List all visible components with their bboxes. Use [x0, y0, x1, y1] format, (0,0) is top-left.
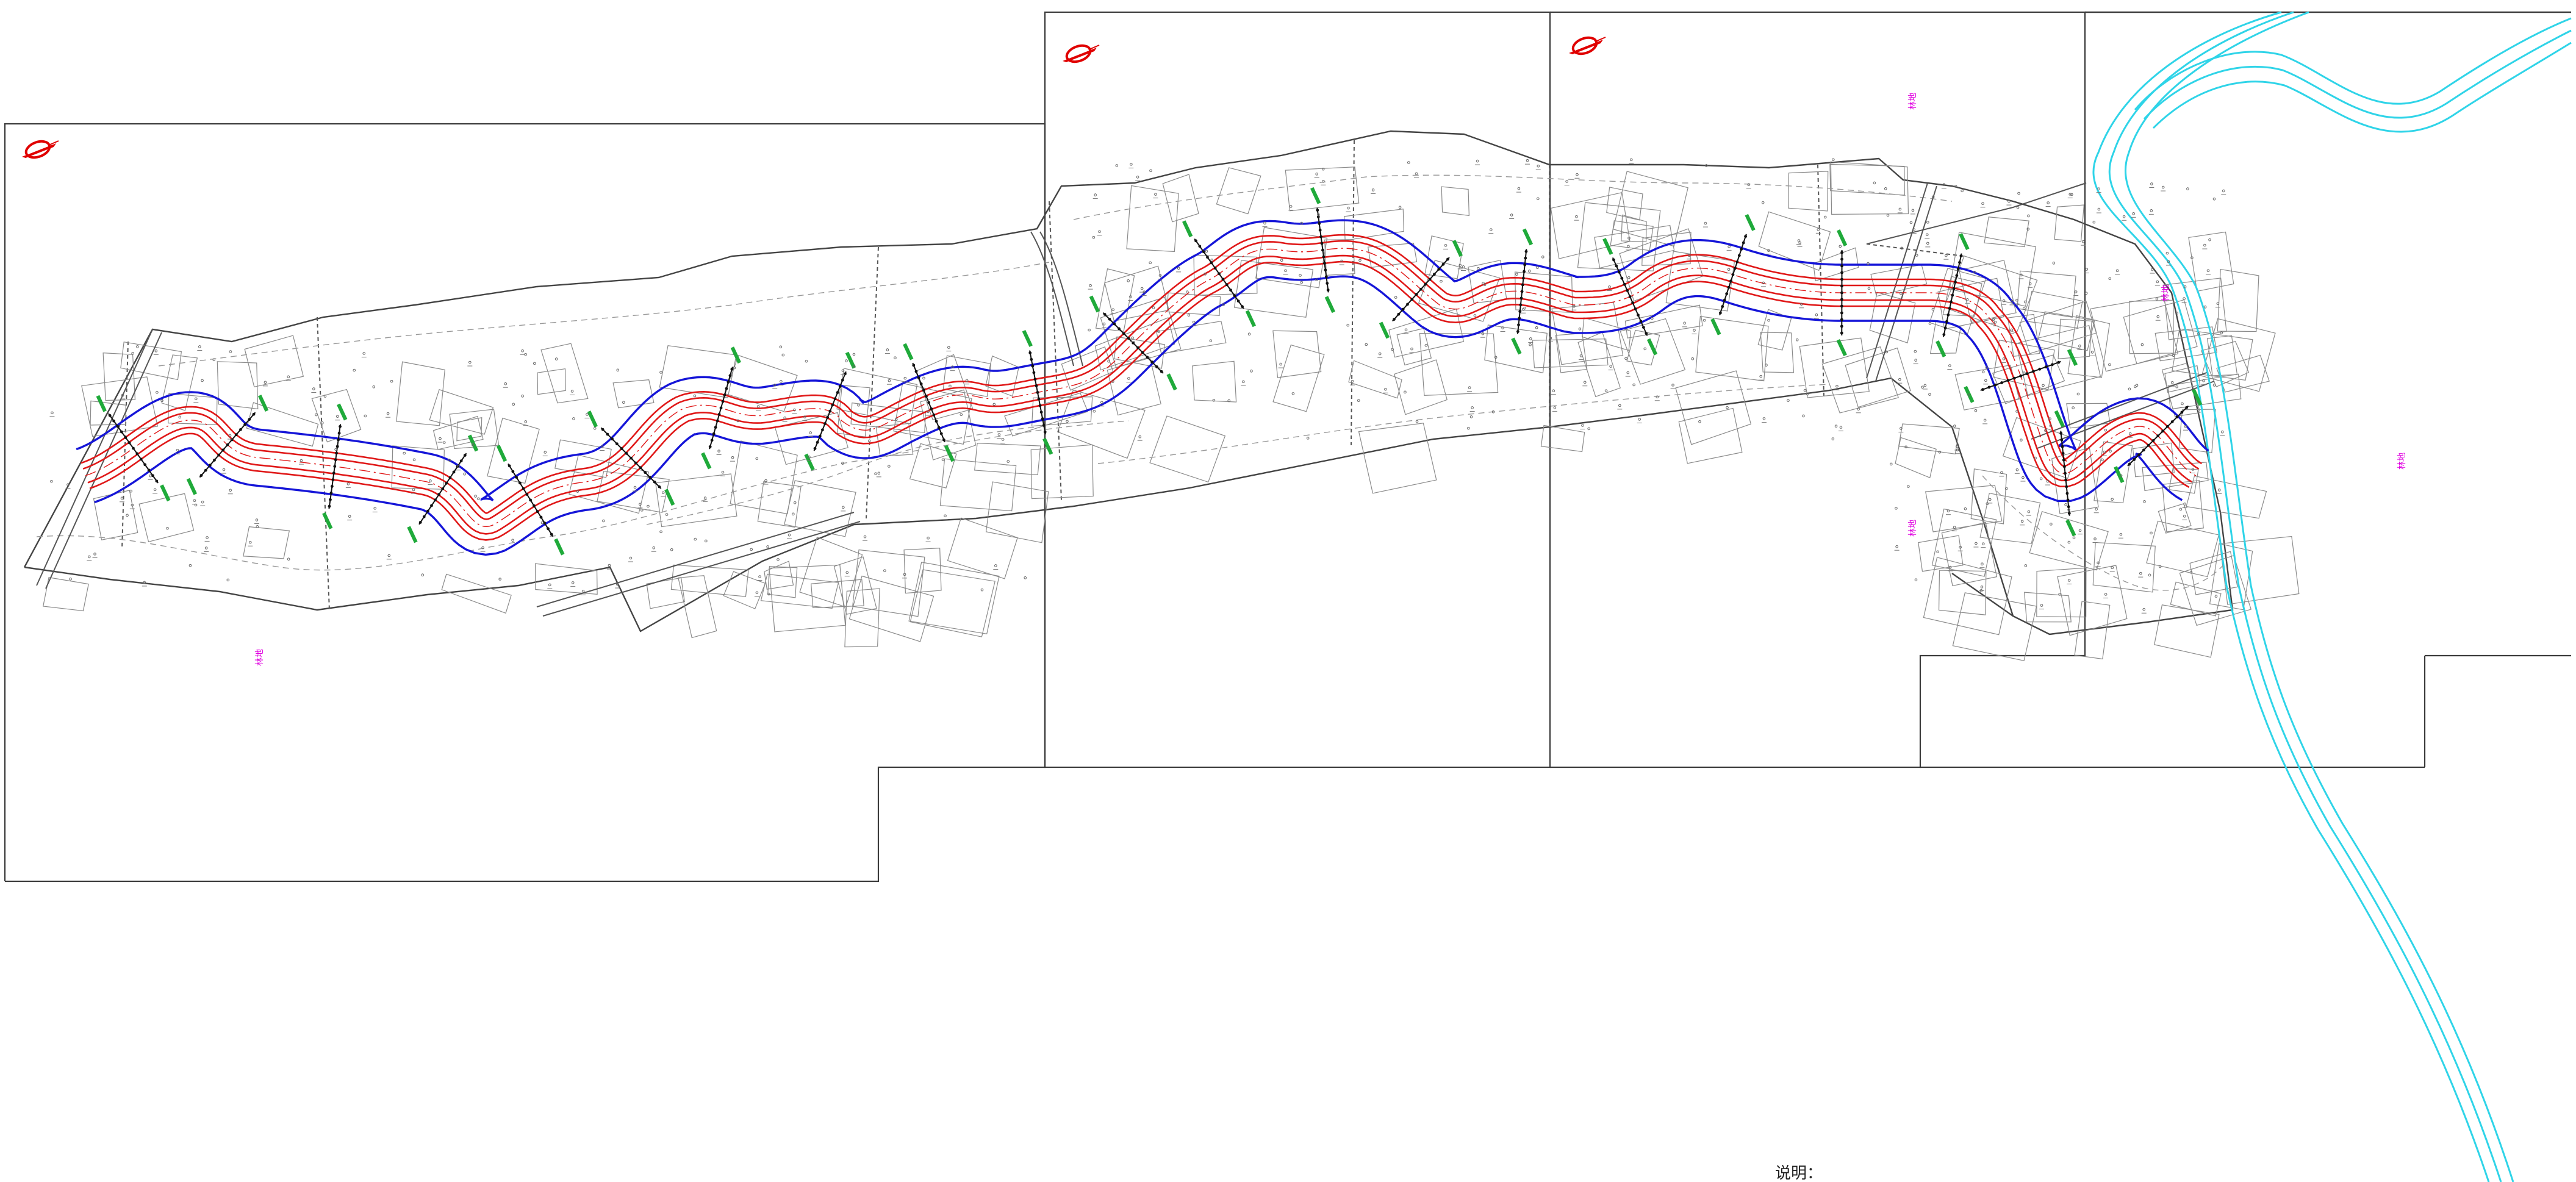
- sheet-frame-1: [4, 123, 1046, 883]
- zone-label-3: 林地: [1908, 93, 1918, 110]
- cross-section-marker: [2114, 389, 2203, 483]
- left-inner-line: [82, 240, 2200, 520]
- left-bank-line: [76, 219, 2209, 501]
- cross-section-marker: [1089, 295, 1177, 391]
- river: [2092, 11, 2572, 1182]
- right-bank-line: [94, 275, 2183, 556]
- survey-boundary: [23, 130, 2234, 636]
- contour-lines: [36, 174, 2227, 591]
- cross-sections: [96, 187, 2203, 556]
- road-lines: [36, 182, 2215, 617]
- zone-label-5: 林地: [2397, 453, 2407, 470]
- zone-label-1: 林地: [255, 649, 265, 666]
- cross-section-marker: [1511, 228, 1534, 355]
- cross-section-marker: [1379, 240, 1463, 339]
- cross-section-marker: [1602, 238, 1658, 356]
- stream-channel: [76, 219, 2209, 556]
- right-channel-line: [89, 260, 2190, 541]
- cross-section-marker: [2054, 410, 2076, 537]
- north-arrow-icon: [1063, 44, 1100, 63]
- cross-section-marker: [587, 410, 675, 506]
- zone-label-2: 林地: [1908, 520, 1918, 537]
- cross-section-marker: [1936, 233, 1970, 357]
- cross-section-marker: [804, 351, 856, 471]
- cross-section-marker: [1964, 349, 2078, 403]
- north-arrow-icon: [1569, 36, 1606, 56]
- zone-labels: 林地 林地 林地 林地 林地: [255, 93, 2407, 666]
- left-channel-line: [81, 234, 2203, 514]
- sheet-frames: [4, 11, 2571, 883]
- cross-section-marker: [496, 445, 565, 556]
- zone-label-4: 林地: [2161, 285, 2171, 302]
- cross-section-marker: [903, 343, 955, 462]
- north-arrow-icon: [22, 140, 59, 159]
- cross-section-marker: [1022, 329, 1053, 455]
- cross-section-marker: [322, 403, 348, 529]
- cross-section-marker: [186, 395, 269, 495]
- right-inner-line: [87, 254, 2192, 535]
- cross-section-marker: [701, 346, 741, 470]
- cross-section-marker: [96, 395, 171, 502]
- cross-section-marker: [1836, 229, 1848, 356]
- cross-section-marker: [1182, 220, 1257, 328]
- cross-section-marker: [1710, 213, 1756, 335]
- cross-section-marker: [1310, 187, 1335, 313]
- drawing-note: 说明：: [1775, 1164, 1823, 1182]
- sheet-frame-2: [1044, 11, 1551, 768]
- terrain-symbols: [49, 158, 2226, 614]
- sheet-frame-3: [1550, 11, 2086, 768]
